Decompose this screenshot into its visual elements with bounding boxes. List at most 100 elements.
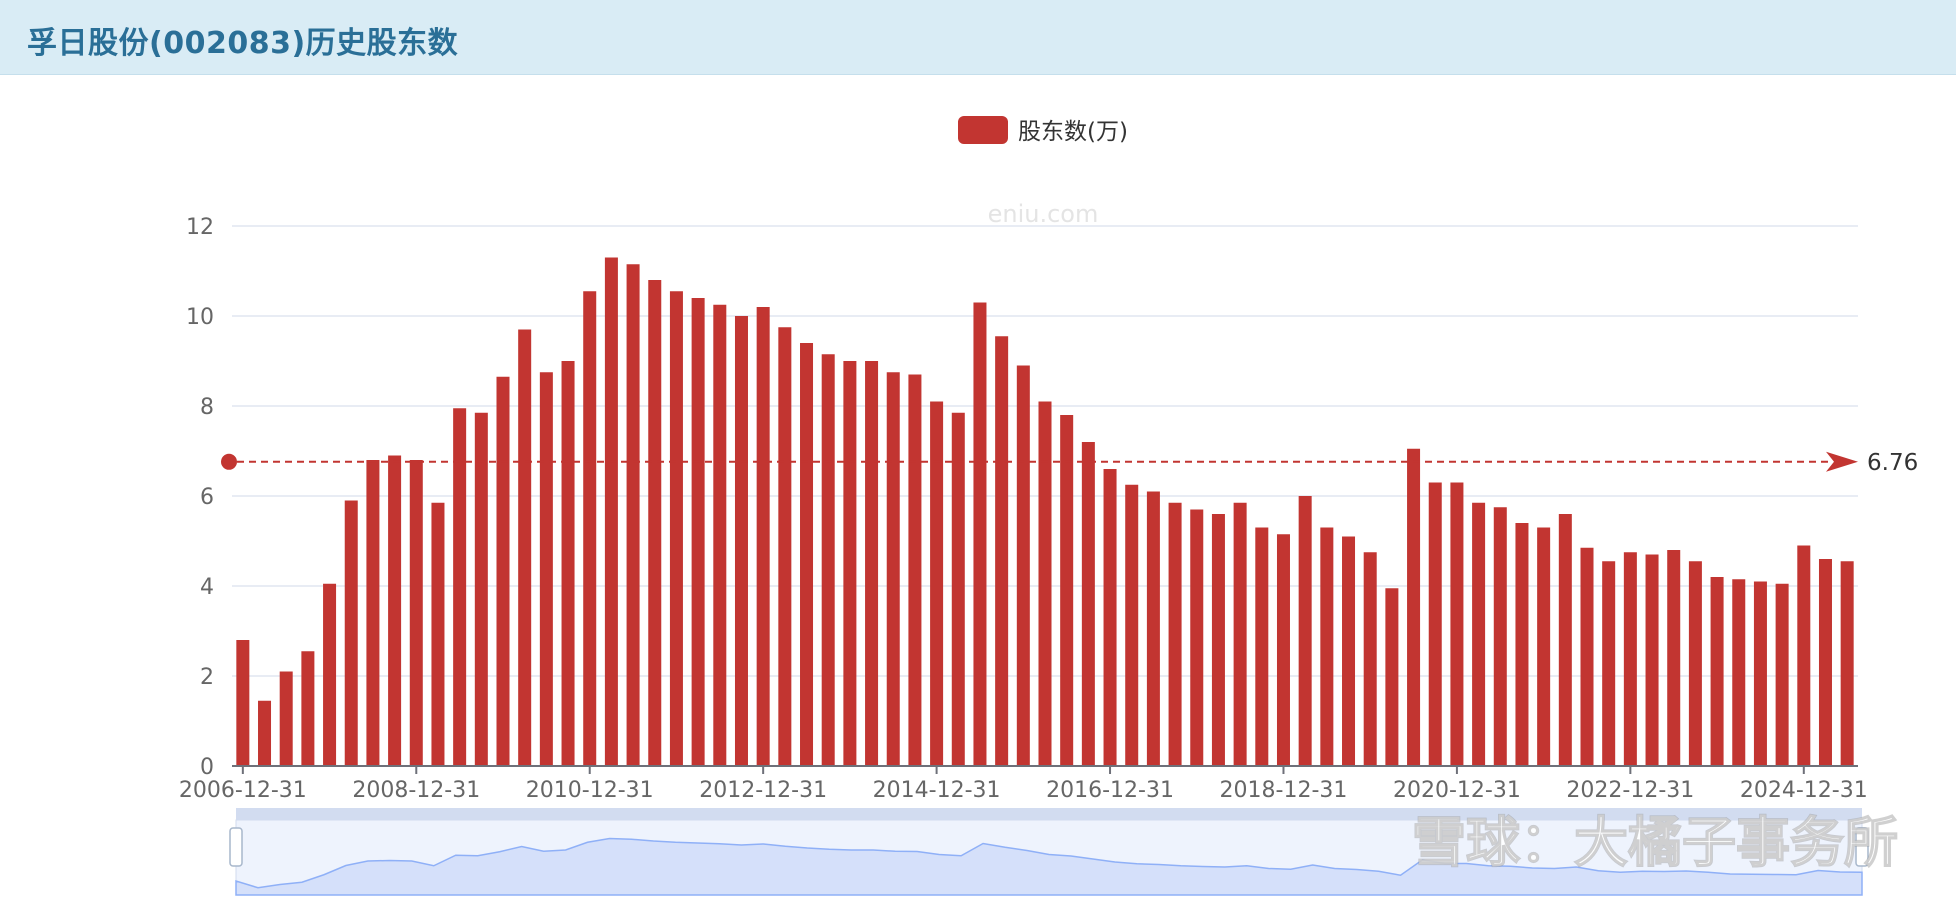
bar[interactable] xyxy=(431,502,445,766)
bar[interactable] xyxy=(583,291,597,766)
bar[interactable] xyxy=(1298,496,1312,766)
markline-label: 6.76 xyxy=(1867,450,1918,476)
zoom-preview-area xyxy=(235,837,1863,896)
bar[interactable] xyxy=(518,329,532,767)
bar[interactable] xyxy=(691,298,705,766)
bar[interactable] xyxy=(1081,442,1095,766)
bar[interactable] xyxy=(388,455,402,767)
bar[interactable] xyxy=(1125,484,1139,766)
bar[interactable] xyxy=(539,372,553,766)
bar[interactable] xyxy=(908,374,922,767)
bar[interactable] xyxy=(1103,469,1117,766)
bar[interactable] xyxy=(474,412,488,766)
bar[interactable] xyxy=(821,354,835,766)
bar[interactable] xyxy=(496,376,510,766)
bar[interactable] xyxy=(1688,561,1702,766)
bar[interactable] xyxy=(951,412,965,766)
x-tick-label: 2016-12-31 xyxy=(1046,778,1174,803)
bar[interactable] xyxy=(995,336,1009,766)
bar[interactable] xyxy=(1558,514,1572,766)
bar[interactable] xyxy=(1493,507,1507,766)
bar[interactable] xyxy=(669,291,683,766)
bar[interactable] xyxy=(1450,482,1464,767)
bar[interactable] xyxy=(800,343,814,766)
bar[interactable] xyxy=(973,302,987,767)
zoom-top-bar[interactable] xyxy=(236,808,1862,820)
bar[interactable] xyxy=(1753,581,1767,767)
bar[interactable] xyxy=(1211,514,1225,766)
bar[interactable] xyxy=(1797,545,1811,767)
bar[interactable] xyxy=(1645,554,1659,767)
site-watermark: 雪球：大橘子事务所 xyxy=(1412,811,1898,874)
x-tick-label: 2008-12-31 xyxy=(352,778,480,803)
bar[interactable] xyxy=(1038,401,1052,767)
bar[interactable] xyxy=(1407,448,1421,766)
bar[interactable] xyxy=(865,361,879,766)
bar[interactable] xyxy=(1537,527,1551,767)
bar[interactable] xyxy=(1710,577,1724,766)
bar[interactable] xyxy=(756,307,770,766)
x-tick-label: 2010-12-31 xyxy=(526,778,654,803)
bar[interactable] xyxy=(1472,502,1486,766)
bar[interactable] xyxy=(366,460,380,766)
bar[interactable] xyxy=(1580,547,1594,766)
bar[interactable] xyxy=(778,327,792,766)
bar[interactable] xyxy=(1602,561,1616,766)
y-tick-label: 8 xyxy=(200,395,214,420)
y-axis: 0 2 4 6 8 10 12 xyxy=(186,215,214,780)
bar[interactable] xyxy=(1255,527,1269,767)
x-tick-label: 2022-12-31 xyxy=(1566,778,1694,803)
bar[interactable] xyxy=(930,401,944,767)
legend-label: 股东数(万) xyxy=(1018,119,1128,145)
bar[interactable] xyxy=(734,316,748,766)
x-tick-label: 2006-12-31 xyxy=(179,778,307,803)
bar[interactable] xyxy=(1667,550,1681,766)
bar[interactable] xyxy=(886,372,900,766)
bar[interactable] xyxy=(1190,509,1204,767)
bar[interactable] xyxy=(604,257,618,767)
bar[interactable] xyxy=(1320,527,1334,767)
y-tick-label: 0 xyxy=(200,755,214,780)
x-tick-label: 2024-12-31 xyxy=(1740,778,1868,803)
bar[interactable] xyxy=(344,500,358,767)
legend[interactable]: 股东数(万) xyxy=(958,116,1128,145)
bar[interactable] xyxy=(279,671,293,767)
bar[interactable] xyxy=(1168,502,1182,766)
watermark: eniu.com xyxy=(988,200,1099,228)
bar[interactable] xyxy=(301,651,315,766)
bar[interactable] xyxy=(1146,491,1160,767)
x-tick-label: 2012-12-31 xyxy=(699,778,827,803)
x-axis: 2006-12-31 2008-12-31 2010-12-31 2012-12-31… xyxy=(179,765,1868,803)
bar[interactable] xyxy=(843,361,857,766)
bar[interactable] xyxy=(1016,365,1030,767)
bar[interactable] xyxy=(453,408,467,766)
markline-start-dot xyxy=(221,453,237,470)
bar[interactable] xyxy=(1515,523,1529,766)
bar[interactable] xyxy=(1428,482,1442,767)
bar[interactable] xyxy=(1060,415,1074,766)
bar[interactable] xyxy=(236,640,250,766)
data-zoom-slider[interactable] xyxy=(229,808,1869,896)
zoom-handle-right[interactable] xyxy=(1855,827,1869,867)
bar[interactable] xyxy=(1363,552,1377,766)
bar[interactable] xyxy=(1623,552,1637,766)
bar[interactable] xyxy=(258,700,272,766)
bar[interactable] xyxy=(1818,559,1832,766)
x-tick-label: 2018-12-31 xyxy=(1220,778,1348,803)
zoom-handle-left[interactable] xyxy=(229,827,243,867)
bar[interactable] xyxy=(1342,536,1356,767)
bar[interactable] xyxy=(1385,588,1399,766)
bar[interactable] xyxy=(1732,579,1746,766)
bar[interactable] xyxy=(626,264,640,766)
bar[interactable] xyxy=(713,304,727,766)
bar[interactable] xyxy=(1233,502,1247,766)
bar[interactable] xyxy=(1840,561,1854,766)
bar[interactable] xyxy=(323,583,337,766)
bar[interactable] xyxy=(1775,583,1789,766)
bar[interactable] xyxy=(561,361,575,766)
x-tick-label: 2020-12-31 xyxy=(1393,778,1521,803)
bar[interactable] xyxy=(409,460,423,766)
bar[interactable] xyxy=(648,280,662,766)
bar-series[interactable] xyxy=(236,257,1854,767)
bar[interactable] xyxy=(1276,534,1290,766)
